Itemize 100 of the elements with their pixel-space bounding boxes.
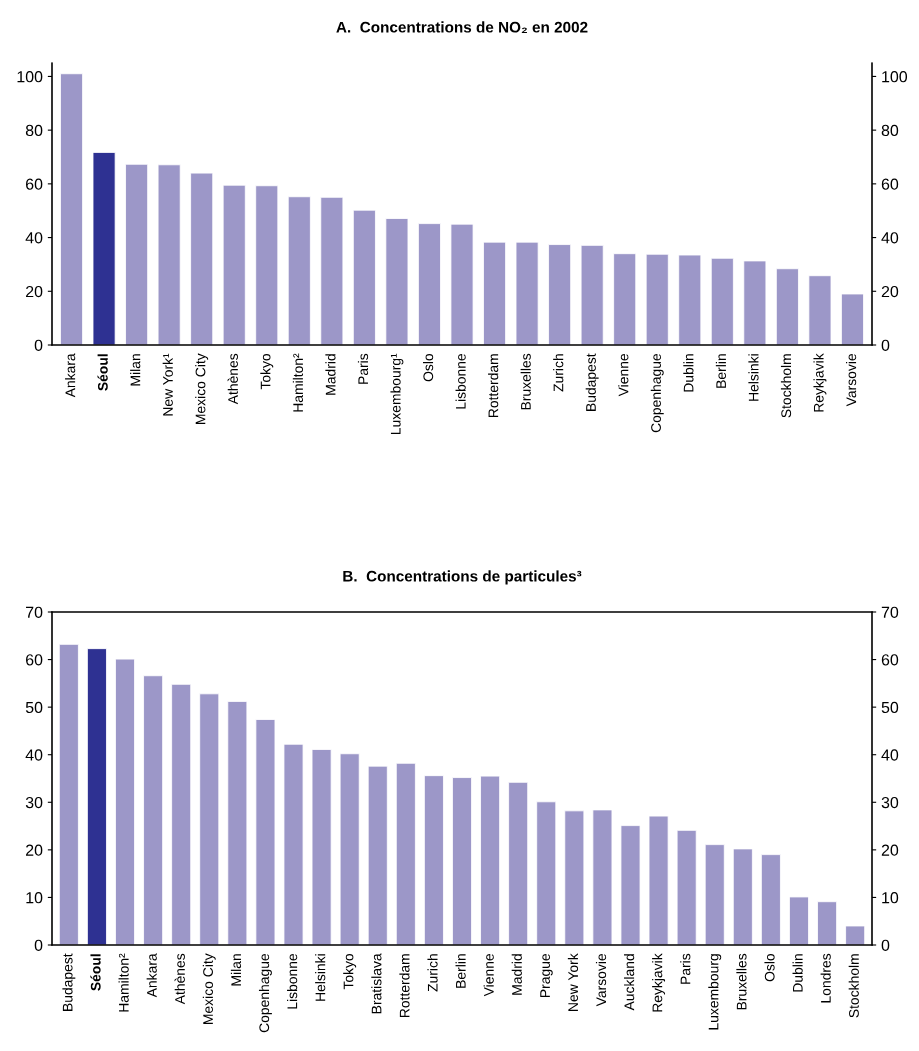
x-tick-label: Athènes (227, 353, 238, 405)
bar (287, 196, 311, 345)
chart-title: A. Concentrations de NO₂ en 2002 (336, 21, 588, 33)
bar (283, 743, 304, 945)
x-tick-label: Tokyo (260, 353, 274, 390)
bar (808, 275, 832, 345)
bar (86, 648, 107, 945)
bar (760, 854, 781, 945)
x-tick-label: Tokyo (343, 953, 357, 990)
x-tick-label: Mexico City (195, 353, 209, 424)
y-tick-label: 0 (34, 339, 43, 351)
y2-tick-label: 20 (881, 844, 899, 856)
bar (704, 844, 725, 945)
x-tick-label: Madrid (325, 354, 336, 395)
y2-tick-label: 40 (881, 232, 899, 244)
y-tick-label: 20 (26, 285, 43, 298)
y2-tick-label: 0 (881, 939, 890, 951)
x-tick-label: Stockholm (848, 954, 859, 1018)
y-tick-label: 20 (26, 844, 43, 856)
y-tick-label: 0 (34, 939, 43, 951)
bar (320, 196, 344, 345)
x-tick-label: Ankara (146, 953, 157, 998)
x-tick-label: Ankara (65, 353, 76, 398)
x-tick-label: Séoul (97, 354, 108, 391)
bar (592, 809, 613, 945)
x-tick-label: Bruxelles (736, 953, 747, 1010)
bar (352, 209, 376, 345)
y-tick-label: 60 (26, 178, 43, 190)
x-tick-label: Budapest (62, 953, 76, 1011)
x-tick-label: Luxembourg¹ (390, 353, 404, 435)
x-tick-label: Paris (680, 953, 691, 984)
x-tick-label: Auckland (624, 954, 635, 1011)
bar (450, 223, 474, 345)
bar (125, 163, 149, 345)
x-tick-label: Copenhague (258, 953, 272, 1033)
y2-tick-label: 60 (881, 654, 899, 666)
x-tick-label: Milan (230, 954, 242, 986)
x-tick-label: Mexico City (202, 953, 216, 1024)
y-tick-label: 50 (25, 701, 43, 714)
bar (385, 218, 409, 345)
x-tick-label: Lisbonne (287, 953, 298, 1009)
bar (648, 815, 669, 945)
bar (536, 801, 557, 945)
chart-title: B. Concentrations de particules³ (343, 570, 582, 585)
bar (58, 643, 79, 945)
bar (60, 73, 84, 345)
x-tick-label: Rotterdam (399, 954, 410, 1018)
bar (423, 775, 444, 945)
bar (483, 241, 507, 345)
y-tick-label: 10 (26, 892, 43, 904)
bar (515, 241, 539, 345)
x-tick-label: Milan (130, 354, 141, 386)
bar (171, 683, 192, 945)
y2-tick-label: 40 (881, 749, 899, 761)
y-tick-label: 70 (26, 606, 43, 618)
x-tick-label: Copenhague (650, 353, 664, 433)
x-tick-label: Vienne (618, 353, 629, 397)
x-tick-label: Madrid (511, 954, 522, 995)
x-tick-label: Reykjavik (652, 953, 666, 1012)
bar (311, 749, 332, 945)
y-tick-label: 40 (25, 232, 43, 244)
x-tick-label: Stockholm (780, 354, 792, 418)
x-tick-label: Rotterdam (488, 354, 499, 418)
y2-tick-label: 0 (881, 339, 890, 351)
bar (817, 901, 838, 945)
bar (676, 829, 697, 945)
bar (367, 765, 388, 945)
bar (580, 244, 604, 345)
bar (222, 184, 246, 345)
x-tick-label: Bruxelles (520, 353, 531, 410)
bar (775, 268, 799, 345)
bar (255, 185, 279, 345)
x-tick-label: Londres (820, 953, 831, 1003)
x-tick-label: Hamilton² (118, 953, 129, 1012)
x-tick-label: Zurich (553, 354, 564, 392)
bar (255, 719, 276, 945)
x-tick-label: Varsovie (595, 953, 607, 1007)
bar (452, 777, 472, 945)
y2-tick-label: 30 (881, 796, 899, 809)
x-tick-label: Berlin (715, 354, 727, 388)
bar (92, 152, 116, 345)
bar (157, 164, 181, 345)
y-tick-label: 80 (25, 124, 43, 137)
x-tick-label: Berlin (455, 954, 466, 988)
x-tick-label: Hamilton² (292, 353, 304, 412)
bar (548, 244, 572, 345)
bar (789, 896, 809, 945)
x-tick-label: Prague (540, 953, 553, 997)
x-tick-label: Athènes (174, 953, 185, 1005)
x-tick-label: Vienne (483, 953, 494, 997)
bar (339, 753, 360, 945)
x-tick-label: Oslo (764, 953, 775, 982)
x-tick-label: Paris (357, 353, 369, 384)
x-tick-label: Helsinki (315, 954, 326, 1001)
bar (645, 253, 669, 345)
bar (620, 825, 641, 945)
y2-tick-label: 80 (881, 124, 899, 137)
y-tick-label: 40 (25, 749, 43, 761)
x-tick-label: Séoul (90, 954, 101, 991)
bar (678, 254, 702, 345)
